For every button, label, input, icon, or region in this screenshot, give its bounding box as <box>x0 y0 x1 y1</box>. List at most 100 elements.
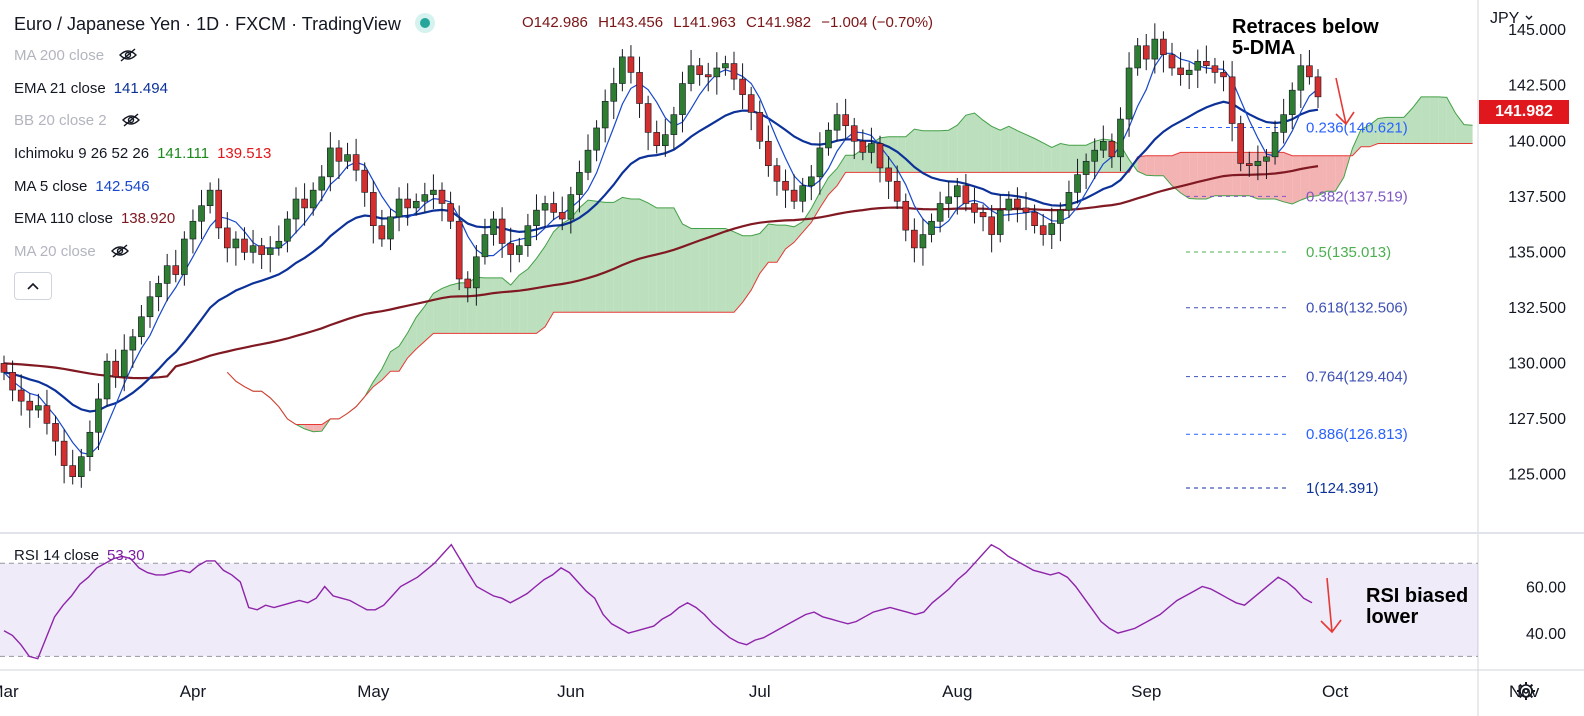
symbol-title[interactable]: Euro / Japanese Yen · 1D · FXCM · Tradin… <box>14 14 401 34</box>
kumo-segment <box>1137 155 1147 176</box>
candle-body <box>292 198 300 220</box>
kumo-segment <box>785 225 795 250</box>
rsi-legend[interactable]: RSI 14 close 53.30 <box>14 547 145 564</box>
candle <box>859 129 867 161</box>
candle <box>60 429 68 484</box>
candle <box>1237 115 1245 172</box>
candle-body <box>687 65 695 84</box>
chart-header[interactable]: Euro / Japanese Yen · 1D · FXCM · Tradin… <box>14 12 436 35</box>
candle <box>1057 202 1064 242</box>
candle <box>138 304 145 345</box>
candle <box>1031 204 1038 234</box>
legend-ema21[interactable]: EMA 21 close 141.494 <box>14 80 168 97</box>
candle <box>584 134 592 181</box>
kumo-segment <box>1017 130 1026 173</box>
y-tick-label: 127.500 <box>1508 411 1566 428</box>
candle-body <box>713 67 721 78</box>
kumo-segment <box>1446 97 1456 144</box>
legend-ma5[interactable]: MA 5 close 142.546 <box>14 178 150 195</box>
candle <box>369 180 377 244</box>
candle-body <box>275 240 283 249</box>
kumo-segment <box>1034 138 1044 173</box>
legend-bb20[interactable]: BB 20 close 2 <box>14 112 141 129</box>
kumo-segment <box>1438 96 1447 144</box>
candle-body <box>387 216 394 240</box>
kumo-segment <box>390 346 400 372</box>
candle-body <box>584 149 592 173</box>
candle-body <box>619 56 626 84</box>
candle <box>541 195 549 228</box>
candle <box>627 45 635 84</box>
kumo-segment <box>407 317 417 358</box>
candle-body <box>807 176 815 187</box>
gear-tooth <box>1529 694 1534 699</box>
kumo-segment <box>1043 142 1052 173</box>
candle <box>421 182 429 213</box>
rsi-label: RSI 14 close <box>14 547 100 564</box>
candle <box>868 127 875 164</box>
annotation-line: lower <box>1366 606 1419 628</box>
collapse-legend-button[interactable] <box>14 272 52 300</box>
candle-body <box>395 198 403 218</box>
candle-body <box>842 114 849 127</box>
kumo-segment <box>313 424 322 432</box>
candle-body <box>473 256 480 289</box>
kumo-segment <box>854 149 863 173</box>
legend-label: MA 5 close <box>14 178 88 195</box>
legend-label: MA 20 close <box>14 243 96 260</box>
kumo-segment <box>519 269 528 334</box>
candle-body <box>344 154 351 162</box>
candle <box>266 236 274 273</box>
legend-ma200[interactable]: MA 200 close <box>14 47 138 64</box>
kumo-segment <box>1172 152 1181 193</box>
candle <box>679 71 686 133</box>
candle-body <box>464 278 472 289</box>
candle-body <box>636 72 643 104</box>
candle <box>773 157 781 196</box>
candle-body <box>1297 65 1305 91</box>
candle-body <box>919 234 927 249</box>
legend-label: Ichimoku 9 26 52 26 <box>14 145 150 162</box>
eye-crossed-icon[interactable] <box>118 48 138 62</box>
candle-body <box>421 194 429 202</box>
candle <box>0 355 8 381</box>
annotation-retraces: Retraces below 5-DMA <box>1232 17 1379 59</box>
gear-tooth <box>1529 683 1534 688</box>
legend-ichimoku[interactable]: Ichimoku 9 26 52 26 141.111 139.513 <box>14 145 271 162</box>
candle <box>953 177 961 215</box>
kumo-segment <box>776 225 786 263</box>
candle <box>1211 57 1219 84</box>
candle <box>704 62 712 92</box>
candle-body <box>69 465 77 477</box>
candle <box>696 57 703 86</box>
low-value: L141.963 <box>673 14 736 31</box>
rsi-line <box>3 543 1313 660</box>
candle-body <box>1314 76 1322 98</box>
settings-gear-icon[interactable] <box>1517 682 1535 700</box>
eye-crossed-icon[interactable] <box>121 113 141 127</box>
fib-retracement[interactable]: 0.236(140.621) 0.382(137.519) 0.5(135.013)… <box>1186 119 1408 497</box>
candle-body <box>369 192 377 226</box>
candle-body <box>1014 198 1021 209</box>
candle-body <box>60 440 68 466</box>
eye-crossed-icon[interactable] <box>110 244 130 258</box>
candle-body <box>318 176 326 191</box>
candle <box>550 191 557 221</box>
kumo-segment <box>734 231 743 313</box>
rsi-tick-label: 40.00 <box>1526 626 1566 643</box>
candle-body <box>112 360 119 378</box>
kumo-segment <box>656 207 666 313</box>
legend-ma20[interactable]: MA 20 close <box>14 243 130 260</box>
currency-selector[interactable]: JPY <box>1490 10 1534 28</box>
candle-body <box>679 83 686 115</box>
candle-body <box>172 265 180 275</box>
candle-body <box>35 405 42 411</box>
candle <box>86 420 94 472</box>
kumo-segment <box>1386 117 1396 144</box>
legend-ema110[interactable]: EMA 110 close 138.920 <box>14 210 175 227</box>
kumo-segment <box>1378 117 1387 144</box>
legend-label: EMA 21 close <box>14 80 106 97</box>
x-tick-label: May <box>357 682 390 701</box>
candle <box>567 186 575 234</box>
